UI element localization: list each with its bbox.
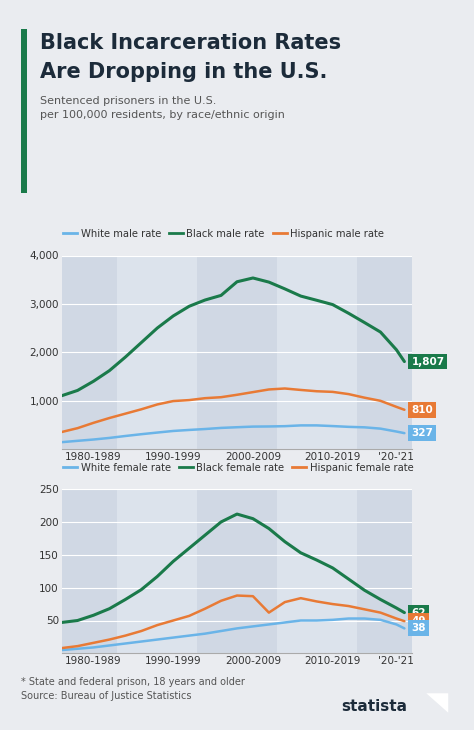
Legend: White female rate, Black female rate, Hispanic female rate: White female rate, Black female rate, Hi… <box>63 463 414 472</box>
Text: 810: 810 <box>411 404 433 415</box>
Bar <box>62 255 118 449</box>
Bar <box>197 489 277 653</box>
Text: * State and federal prison, 18 years and older
Source: Bureau of Justice Statist: * State and federal prison, 18 years and… <box>21 677 245 702</box>
Bar <box>356 255 412 449</box>
Text: statista: statista <box>341 699 407 714</box>
Bar <box>118 255 197 449</box>
Legend: White male rate, Black male rate, Hispanic male rate: White male rate, Black male rate, Hispan… <box>63 229 384 239</box>
Bar <box>62 489 118 653</box>
Text: 1,807: 1,807 <box>411 356 445 366</box>
Polygon shape <box>426 694 448 712</box>
Bar <box>197 255 277 449</box>
Bar <box>277 489 356 653</box>
Text: 327: 327 <box>411 428 433 438</box>
Text: 49: 49 <box>411 616 426 626</box>
Bar <box>118 489 197 653</box>
Text: Sentenced prisoners in the U.S.
per 100,000 residents, by race/ethnic origin: Sentenced prisoners in the U.S. per 100,… <box>40 96 285 120</box>
Text: 62: 62 <box>411 607 426 618</box>
Bar <box>277 255 356 449</box>
Bar <box>356 489 412 653</box>
Text: 38: 38 <box>411 623 426 634</box>
Text: Black Incarceration Rates: Black Incarceration Rates <box>40 33 341 53</box>
Text: Are Dropping in the U.S.: Are Dropping in the U.S. <box>40 62 328 82</box>
